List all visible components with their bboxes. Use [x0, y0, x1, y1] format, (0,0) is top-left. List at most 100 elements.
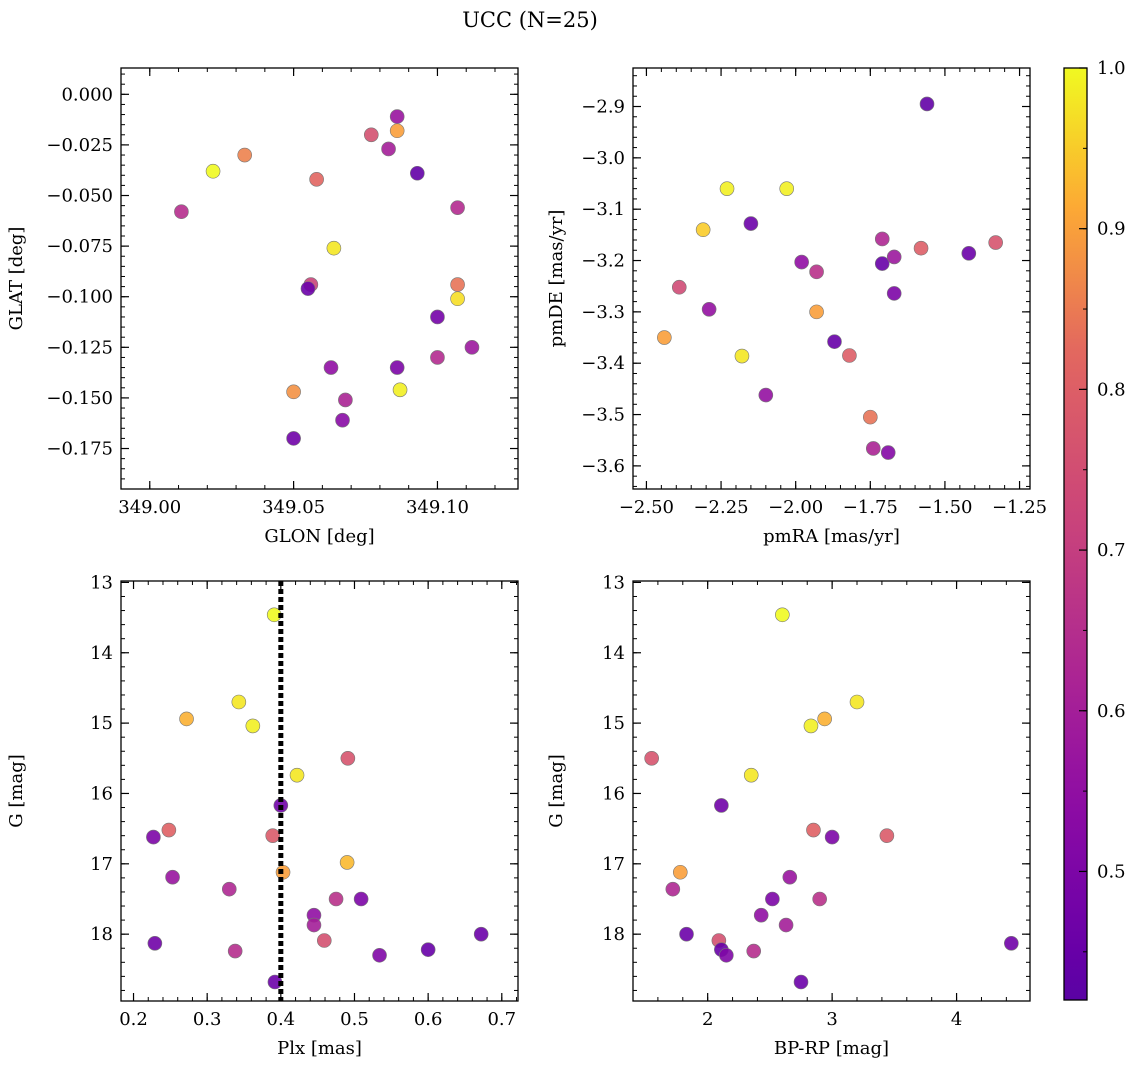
data-point [245, 718, 261, 734]
x-tick-label: −1.25 [992, 497, 1047, 518]
data-point [665, 881, 681, 897]
data-point [880, 445, 896, 460]
x-tick-label: 349.00 [118, 497, 181, 518]
data-point [339, 855, 355, 870]
data-point [289, 767, 305, 783]
y-axis-label: G [mag] [546, 754, 567, 827]
data-point [473, 926, 489, 942]
data-point [746, 943, 762, 959]
panel-3: 0.2 0.3 0.4 0.5 0.6 0.7 13 14 15 16 17 18 Plx [mas] G… [6, 572, 519, 1059]
data-point [961, 246, 977, 261]
y-tick-label: −3.5 [581, 405, 625, 426]
data-point [778, 917, 794, 933]
colorbar-gradient [1063, 67, 1088, 1001]
data-point [913, 240, 929, 256]
data-point [306, 917, 322, 933]
data-point [812, 891, 827, 907]
y-tick-label: −0.100 [46, 287, 113, 308]
y-tick-label: 14 [90, 643, 113, 664]
data-point [695, 222, 711, 238]
data-point [430, 309, 445, 325]
data-point [389, 360, 405, 375]
data-point [363, 127, 379, 143]
data-point [824, 829, 840, 845]
colorbar-tick-label: 0.9 [1097, 219, 1126, 240]
data-point [671, 279, 687, 295]
data-point [231, 694, 247, 710]
data-point [392, 382, 408, 398]
y-tick-label: −0.050 [46, 186, 113, 207]
y-tick-label: −3.2 [581, 251, 625, 272]
data-point [464, 340, 480, 355]
scatter-points [146, 607, 489, 990]
axes-frame [120, 67, 519, 490]
y-tick-label: 13 [90, 572, 113, 593]
axes-frame [632, 67, 1031, 490]
data-point [842, 348, 857, 363]
data-point [410, 165, 425, 181]
y-tick-label: 16 [90, 783, 113, 804]
y-axis-label: GLAT [deg] [6, 227, 27, 331]
x-tick-label: 0.6 [414, 1009, 443, 1030]
data-point [714, 798, 729, 813]
y-tick-label: −3.0 [581, 148, 625, 169]
data-point [389, 109, 405, 124]
data-point [420, 942, 436, 957]
data-point [227, 943, 243, 959]
y-tick-label: 13 [602, 572, 625, 593]
x-tick-label: 4 [951, 1009, 962, 1030]
data-point [863, 409, 878, 425]
axes-frame [632, 580, 1031, 1002]
x-tick-label: −2.50 [619, 497, 674, 518]
y-tick-label: −3.3 [581, 302, 625, 323]
scatter-points [174, 109, 480, 446]
data-point [286, 384, 301, 400]
y-tick-label: 18 [90, 924, 113, 945]
data-point [316, 933, 332, 948]
data-point [919, 96, 935, 112]
data-point [161, 822, 177, 838]
data-point [450, 291, 465, 307]
data-point [809, 304, 824, 320]
colorbar-tick-label: 0.6 [1097, 701, 1126, 722]
data-point [793, 974, 809, 990]
data-point [657, 330, 672, 345]
data-point [450, 277, 465, 292]
figure-title: UCC (N=25) [462, 8, 598, 32]
data-point [326, 240, 342, 256]
data-point [644, 750, 659, 766]
axes-frame [120, 580, 519, 1002]
x-axis-label: GLON [deg] [264, 526, 374, 547]
data-point [335, 412, 350, 428]
y-tick-label: 15 [602, 713, 625, 734]
panel-1: 349.00 349.05 349.10 0.000 −0.025 −0.050 −0.07… [6, 67, 519, 547]
y-tick-label: 15 [90, 713, 113, 734]
y-tick-label: 17 [602, 854, 625, 875]
y-tick-label: −2.9 [581, 97, 625, 118]
data-point [827, 334, 842, 349]
data-point [879, 828, 895, 843]
data-point [323, 360, 339, 375]
data-point [430, 350, 445, 365]
x-tick-label: 349.10 [406, 497, 469, 518]
minor-ticks [121, 581, 518, 1001]
data-point [874, 256, 890, 271]
x-tick-label: 0.4 [267, 1009, 296, 1030]
colorbar-tick-label: 1.0 [1097, 58, 1126, 79]
data-point [874, 231, 890, 247]
data-point [849, 694, 865, 710]
data-point [286, 431, 301, 446]
panel-4: 2 3 4 13 14 15 16 17 18 BP-RP [mag] G [mag] [546, 572, 1031, 1059]
data-point [679, 926, 694, 942]
data-point [265, 828, 281, 843]
x-tick-label: 2 [702, 1009, 713, 1030]
data-point [221, 881, 237, 897]
data-point [300, 281, 316, 296]
x-tick-label: 0.5 [340, 1009, 369, 1030]
data-point [758, 387, 774, 403]
data-point [146, 829, 161, 845]
data-point [753, 907, 769, 923]
data-point [886, 249, 902, 265]
data-point [672, 864, 688, 880]
